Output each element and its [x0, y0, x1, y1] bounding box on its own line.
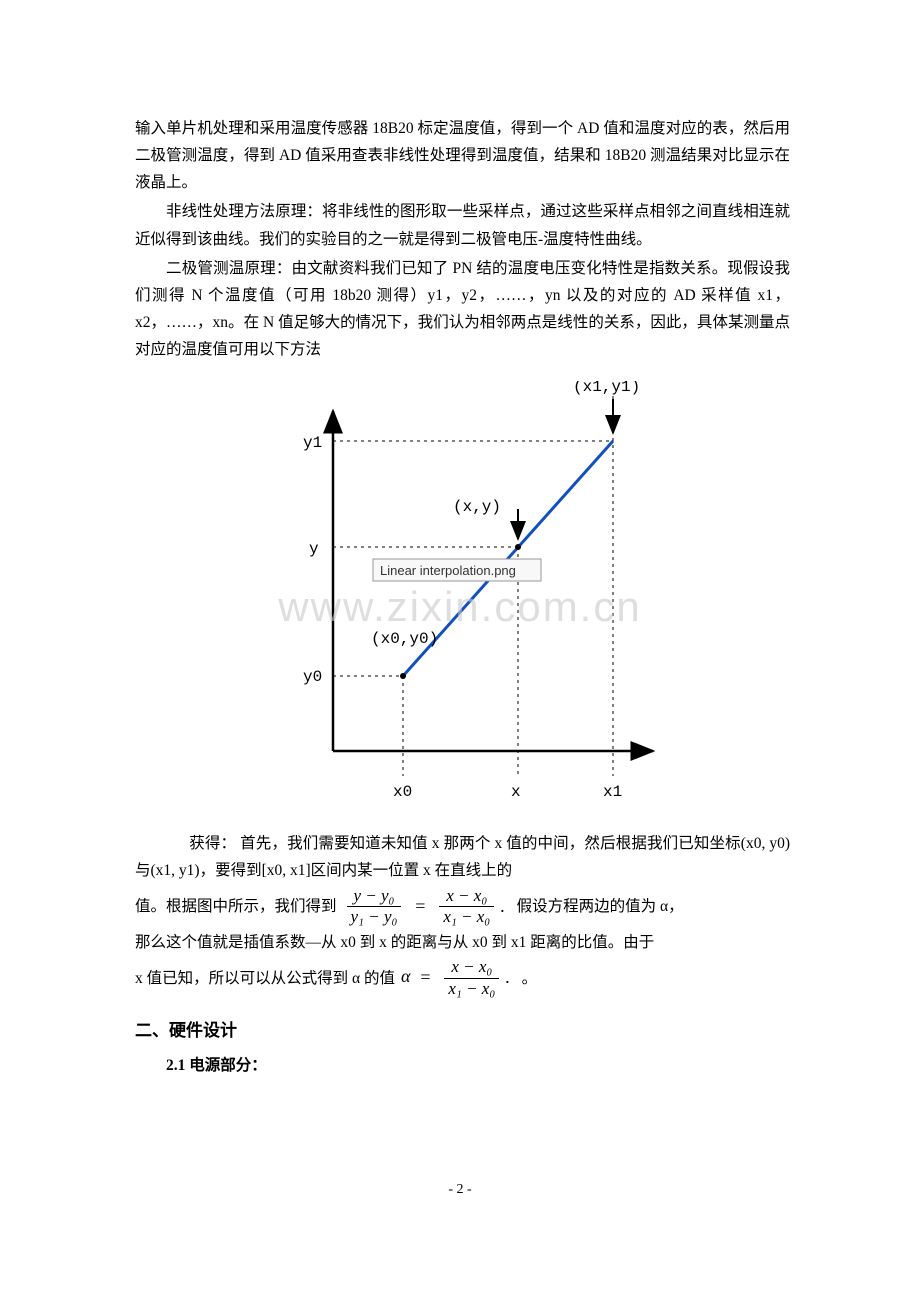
- formula-line-1: 值。根据图中所示，我们得到 y − y₀ y₁ − y₀ = x − x₀ x₁…: [135, 887, 790, 927]
- f1-num2: x − x₀: [442, 887, 491, 907]
- f1-num1: y − y₀: [349, 887, 398, 907]
- formula-2: α = x − x₀ x₁ − x₀ .: [401, 958, 516, 998]
- text-p4d-post: 。: [522, 965, 538, 992]
- text-p4d-pre: x 值已知，所以可以从公式得到 α 的值: [135, 965, 395, 992]
- diagram-caption: Linear interpolation.png: [380, 563, 516, 578]
- heading-power-section: 2.1 电源部分：: [166, 1052, 790, 1079]
- label-xy: (x,y): [453, 498, 501, 516]
- paragraph-4a: 获得： 首先，我们需要知道未知值 x 那两个 x 值的中间，然后根据我们已知坐标…: [135, 830, 790, 884]
- text-p4b-post: 假设方程两边的值为 α，: [517, 893, 684, 920]
- linear-interpolation-diagram: (x1,y1) y1 (x,y) y (x0,y0) y0 x0 x x1 Li…: [253, 381, 673, 820]
- label-x1-axis: x1: [603, 783, 622, 801]
- formula-1: y − y₀ y₁ − y₀ = x − x₀ x₁ − x₀ .: [343, 887, 511, 927]
- alpha-sym: α: [401, 966, 410, 986]
- paragraph-4c: 那么这个值就是插值系数—从 x0 到 x 的距离与从 x0 到 x1 距离的比值…: [135, 929, 790, 956]
- label-x0y0: (x0,y0): [371, 630, 438, 648]
- eq-sign: =: [415, 896, 425, 916]
- paragraph-2: 非线性处理方法原理：将非线性的图形取一些采样点，通过这些采样点相邻之间直线相连就…: [135, 198, 790, 252]
- label-x-axis: x: [511, 783, 521, 801]
- dot-2: .: [505, 967, 510, 987]
- eq-sign-2: =: [420, 967, 430, 987]
- f1-den2: x₁ − x₀: [439, 906, 494, 927]
- f2-den: x₁ − x₀: [444, 978, 499, 999]
- f2-num: x − x₀: [447, 958, 496, 978]
- label-x1y1: (x1,y1): [573, 381, 640, 396]
- page-number: - 2 -: [0, 1178, 920, 1203]
- heading-hardware-design: 二、硬件设计: [135, 1016, 790, 1046]
- text-p4b-pre: 值。根据图中所示，我们得到: [135, 893, 337, 920]
- label-y0: y0: [303, 668, 322, 686]
- label-y: y: [309, 540, 319, 558]
- paragraph-1: 输入单片机处理和采用温度传感器 18B20 标定温度值，得到一个 AD 值和温度…: [135, 115, 790, 196]
- dot-1: .: [500, 896, 505, 916]
- label-x0-axis: x0: [393, 783, 412, 801]
- paragraph-3: 二极管测温原理：由文献资料我们已知了 PN 结的温度电压变化特性是指数关系。现假…: [135, 255, 790, 364]
- label-y1: y1: [303, 434, 322, 452]
- f1-den1: y₁ − y₀: [347, 906, 402, 927]
- formula-line-2: x 值已知，所以可以从公式得到 α 的值 α = x − x₀ x₁ − x₀ …: [135, 958, 790, 998]
